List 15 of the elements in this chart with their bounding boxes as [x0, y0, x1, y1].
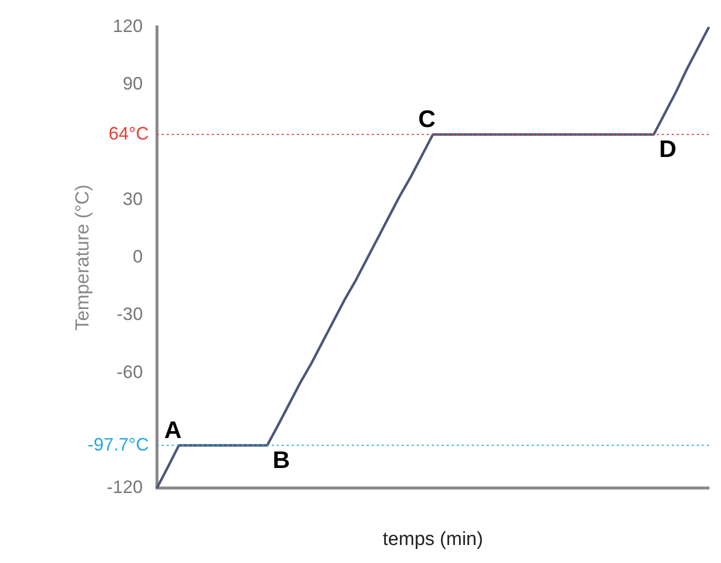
y-tick-label: -60	[116, 362, 143, 382]
ref-line-label: -97.7°C	[88, 434, 149, 454]
y-tick-label: 30	[122, 188, 143, 209]
annotation: B	[272, 446, 290, 474]
y-tick-label: 0	[132, 246, 143, 266]
annotation: A	[164, 416, 182, 444]
y-tick-label: 90	[122, 73, 143, 94]
annotation: D	[659, 136, 676, 164]
annotation: C	[418, 106, 436, 134]
y-tick-label: 120	[112, 16, 143, 36]
ref-line-label: 64°C	[108, 123, 149, 144]
y-axis-title: Temperature (°C)	[72, 184, 94, 330]
x-axis-title: temps (min)	[382, 528, 484, 550]
y-tick-label: -120	[106, 477, 143, 498]
y-tick-label: -30	[116, 304, 143, 324]
